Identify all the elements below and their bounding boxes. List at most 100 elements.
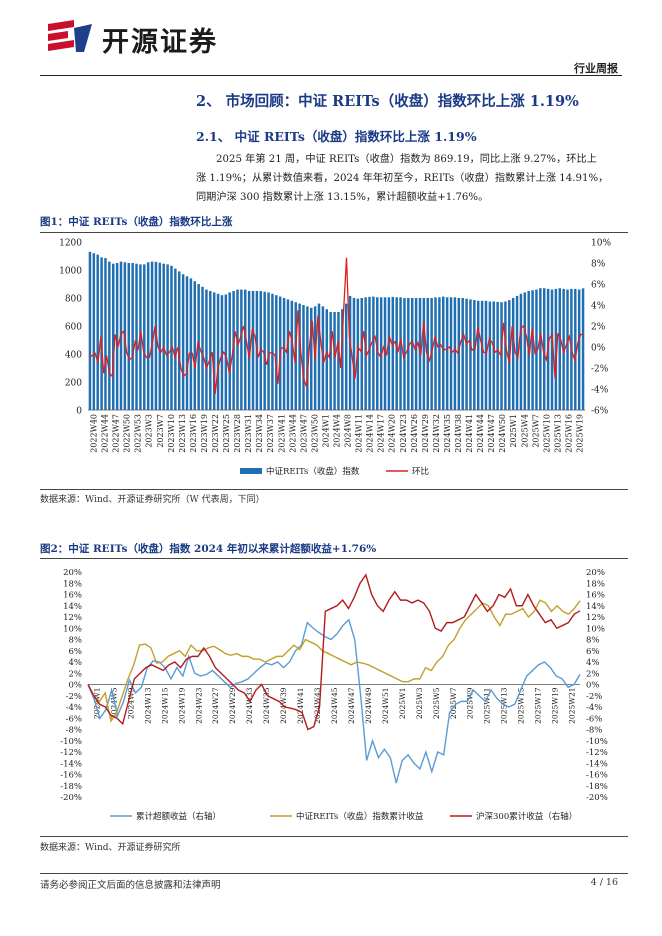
x-tick-label: 2022W40 — [90, 414, 99, 453]
index-bar — [162, 263, 165, 410]
index-bar — [364, 297, 367, 410]
legend-swatch-index — [240, 468, 262, 474]
index-bar — [558, 288, 561, 410]
y-right-tick-label: 4% — [591, 302, 606, 312]
index-bar — [352, 298, 356, 410]
index-bar — [112, 263, 115, 410]
index-bar — [403, 298, 406, 410]
x-tick-label: 2023W37 — [266, 414, 275, 453]
index-bar — [523, 292, 527, 410]
index-bar — [197, 284, 200, 410]
y-right-tick-label: -18% — [586, 782, 608, 792]
index-bar — [391, 296, 395, 410]
legend-excess-label: 累计超额收益（右轴） — [136, 811, 221, 822]
y-left-tick-label: 400 — [65, 351, 82, 361]
index-bar — [166, 264, 169, 410]
index-bar — [577, 289, 581, 410]
index-bar — [372, 296, 375, 410]
index-bar — [100, 257, 103, 410]
legend-csi300-label: 沪深300累计收益（右轴） — [476, 811, 577, 822]
y-left-tick-label: 18% — [63, 579, 82, 589]
index-bar — [504, 301, 507, 410]
y-left-tick-label: 8% — [69, 636, 83, 646]
index-bar — [236, 289, 239, 410]
index-bar — [251, 291, 255, 410]
y-left-tick-label: -10% — [60, 737, 82, 747]
figure2-bottom-rule — [40, 836, 628, 837]
x-tick-label: 2024W13 — [143, 687, 152, 724]
y-right-tick-label: -10% — [586, 737, 608, 747]
x-tick-label: 2025W3 — [415, 687, 424, 719]
section-subtitle: 2.1、 中证 REITs（收盘）指数环比上涨 1.19% — [196, 129, 477, 144]
figure2-chart: -20% -20%-18% -18%-16% -16%-14% -14%-12% -12%… — [60, 568, 608, 822]
index-bar — [267, 292, 270, 410]
figure1-title: 图1：中证 REITs（收盘）指数环比上涨 — [40, 216, 233, 228]
y-left-tick-label: -16% — [60, 771, 82, 781]
index-bar — [434, 297, 437, 410]
y-left-tick-label: -4% — [66, 703, 82, 713]
document-type-label: 行业周报 — [574, 62, 618, 75]
index-bar — [298, 303, 301, 410]
index-bar — [158, 262, 162, 410]
y-left-tick-label: -8% — [66, 726, 82, 736]
index-bar — [240, 289, 243, 410]
x-tick-label: 2024W33 — [245, 687, 254, 724]
x-tick-label: 2024W51 — [381, 688, 390, 724]
x-tick-label: 2022W47 — [112, 414, 121, 453]
x-tick-label: 2025W19 — [551, 687, 560, 724]
x-tick-label: 2023W7 — [156, 414, 165, 448]
index-bar — [228, 292, 231, 410]
index-bar — [554, 288, 558, 410]
index-bar — [193, 281, 197, 410]
y-right-tick-label: 0% — [591, 344, 606, 354]
x-tick-label: 2024W26 — [410, 414, 419, 453]
y-right-tick-label: 12% — [586, 613, 605, 623]
x-tick-label: 2022W50 — [123, 414, 132, 453]
index-bar — [232, 291, 235, 410]
wow-change-line — [89, 257, 584, 395]
x-tick-label: 2023W19 — [200, 414, 209, 453]
x-tick-label: 2023W34 — [255, 414, 264, 453]
index-bar — [414, 298, 418, 410]
x-tick-label: 2024W29 — [421, 414, 430, 453]
index-bar — [205, 289, 208, 410]
section-title: 2、 市场回顾：中证 REITs（收盘）指数环比上涨 1.19% — [196, 93, 579, 110]
y-right-tick-label: 18% — [586, 579, 605, 589]
y-right-tick-label: 10% — [586, 624, 605, 634]
y-right-tick-label: -14% — [586, 759, 608, 769]
y-right-tick-label: 10% — [591, 239, 611, 249]
index-bar — [127, 263, 131, 410]
index-bar — [329, 312, 332, 410]
index-bar — [492, 301, 495, 410]
y-left-tick-label: 600 — [65, 323, 82, 333]
index-bar — [115, 263, 119, 410]
index-bar — [104, 258, 107, 410]
x-tick-label: 2023W44 — [288, 414, 297, 453]
y-right-tick-label: 0% — [586, 681, 600, 691]
index-bar — [566, 289, 569, 410]
index-bar — [542, 288, 546, 410]
index-bar — [376, 297, 379, 410]
index-bar — [368, 296, 371, 410]
index-bar — [92, 253, 96, 410]
index-bar — [484, 300, 488, 410]
index-bar — [108, 261, 111, 410]
x-tick-label: 2024W47 — [487, 414, 496, 453]
y-right-tick-label: -20% — [586, 793, 608, 803]
index-bar — [457, 298, 461, 410]
x-tick-label: 2024W35 — [443, 414, 452, 453]
index-bar — [247, 291, 251, 410]
legend-reits-label: 中证REITs（收盘）指数累计收益 — [296, 811, 424, 822]
index-bar — [465, 298, 468, 410]
summary-paragraph: 2025 年第 21 周，中证 REITs（收盘）指数为 869.19，同比上涨… — [196, 150, 628, 207]
x-tick-label: 2025W1 — [509, 414, 518, 448]
index-bar — [88, 251, 92, 410]
x-tick-label: 2025W13 — [500, 687, 509, 724]
x-tick-label: 2023W3 — [145, 414, 154, 448]
reits-cum-return-line — [87, 599, 581, 723]
y-right-tick-label: 20% — [586, 568, 605, 578]
x-tick-label: 2024W1 — [321, 414, 330, 448]
y-left-tick-label: 14% — [63, 602, 82, 612]
x-tick-label: 2024W35 — [262, 687, 271, 724]
index-bar — [185, 276, 189, 410]
